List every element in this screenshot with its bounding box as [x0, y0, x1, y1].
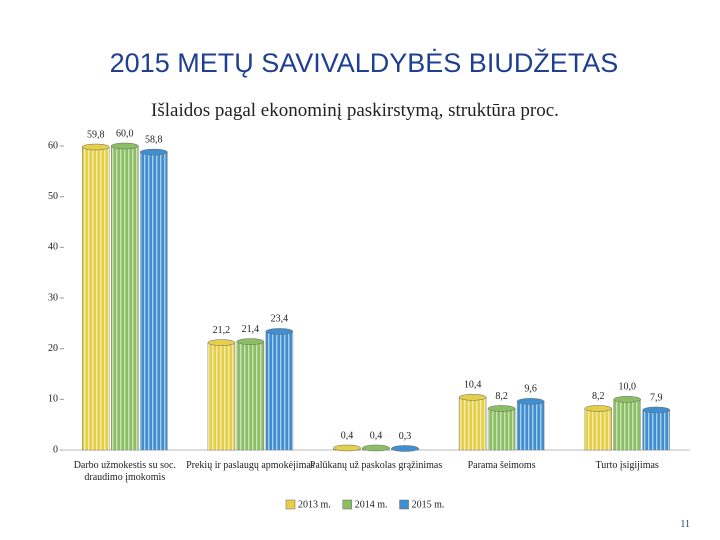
legend-swatch: [342, 499, 353, 510]
bar-cap: [207, 339, 236, 346]
bar: [642, 406, 670, 451]
bar-stripes: [517, 401, 545, 450]
value-label: 58,8: [145, 134, 163, 145]
bar-stripes: [111, 146, 139, 450]
bar-cap: [82, 143, 110, 151]
bar: [516, 398, 545, 451]
value-label: 23,4: [271, 314, 289, 325]
bar: [82, 143, 110, 451]
bar-cap: [613, 396, 641, 403]
value-label: 60,0: [116, 128, 134, 139]
x-tick-label: Turto įsigijimas: [595, 460, 659, 471]
bar: [391, 445, 419, 452]
bar-cap: [111, 142, 139, 150]
legend-label: 2015 m.: [412, 499, 445, 510]
bar: [584, 405, 612, 451]
bar: [236, 338, 265, 451]
chart-title: 2015 METŲ SAVIVALDYBĖS BIUDŽETAS: [110, 47, 619, 78]
bar-stripes: [488, 408, 516, 450]
bar-cap: [236, 338, 265, 345]
x-tick-label: Prekių ir paslaugų apmokėjimas: [186, 460, 315, 471]
legend-swatch: [285, 499, 296, 510]
x-tick-label: Parama šeimoms: [467, 460, 536, 471]
value-label: 0,3: [399, 431, 412, 442]
bar: [333, 444, 361, 452]
bar: [487, 405, 516, 451]
legend-label: 2013 m.: [298, 499, 331, 510]
value-label: 8,2: [592, 391, 605, 402]
bar-stripes: [265, 331, 293, 450]
bar: [111, 142, 139, 451]
y-tick-label: 60: [48, 140, 58, 151]
y-tick-label: 0: [53, 444, 58, 455]
x-tick-label: Darbo užmokestis su soc. draudimo įmokom…: [73, 460, 176, 483]
bar-cap: [391, 445, 419, 452]
bar-cap: [140, 148, 168, 156]
bar: [362, 444, 390, 452]
x-tick-label: Palūkanų už paskolas grąžinimas: [309, 460, 443, 471]
bar-stripes: [642, 409, 670, 450]
value-label: 9,6: [524, 384, 537, 395]
y-tick-label: 20: [48, 343, 58, 354]
bar-cap: [487, 405, 516, 412]
bar-cap: [584, 405, 612, 412]
value-label: 21,4: [242, 324, 260, 335]
value-label: 10,4: [464, 380, 482, 391]
value-label: 0,4: [370, 430, 383, 441]
page-number: 11: [680, 519, 690, 530]
bar-stripes: [82, 147, 110, 450]
legend-swatch: [399, 499, 409, 510]
bar-cap: [458, 394, 487, 401]
y-tick-label: 30: [48, 292, 58, 303]
bar-cap: [333, 444, 361, 452]
y-tick-label: 40: [48, 242, 58, 253]
bar-stripes: [613, 399, 641, 450]
value-label: 7,9: [650, 392, 663, 403]
y-tick-label: 10: [48, 394, 58, 405]
value-label: 10,0: [618, 382, 636, 393]
bar-cap: [265, 328, 294, 335]
chart-subtitle: Išlaidos pagal ekonominį paskirstymą, st…: [151, 100, 559, 121]
legend-label: 2014 m.: [355, 499, 388, 510]
bar-stripes: [236, 341, 264, 450]
value-label: 0,4: [341, 430, 354, 441]
bar: [613, 396, 641, 451]
bar: [207, 339, 236, 451]
bar: [265, 328, 294, 451]
value-label: 59,8: [87, 129, 105, 140]
value-label: 8,2: [495, 391, 508, 402]
bar-cap: [642, 406, 670, 414]
bar-cap: [516, 398, 545, 405]
bar: [140, 148, 168, 451]
y-tick-label: 50: [48, 191, 58, 202]
bar-stripes: [459, 397, 487, 450]
bar: [458, 394, 487, 451]
bar-cap: [362, 444, 390, 452]
bar-stripes: [584, 408, 612, 450]
bar-stripes: [207, 342, 235, 450]
bar-stripes: [140, 152, 168, 450]
value-label: 21,2: [213, 325, 231, 336]
